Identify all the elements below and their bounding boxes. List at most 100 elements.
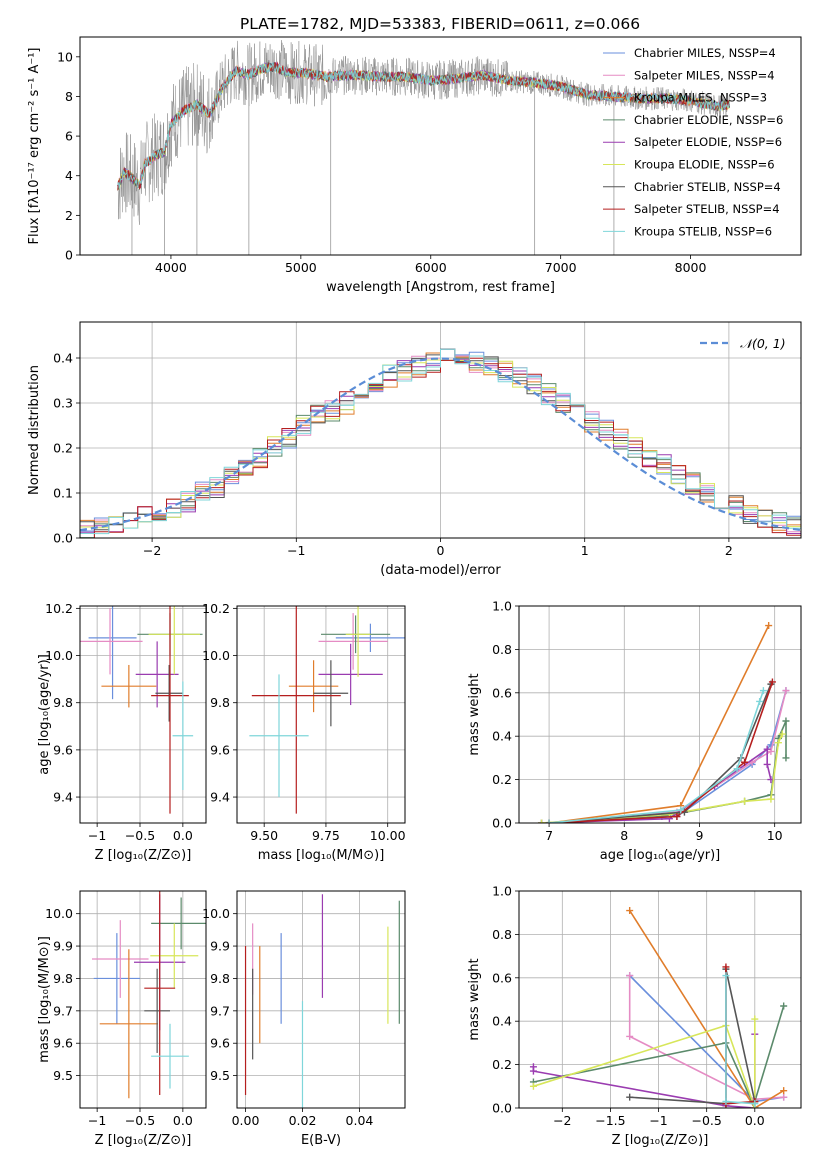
mass_vs_ebv-y-tick-label: 9.6 [210, 1036, 230, 1051]
spectrum-y-tick-label: 6 [65, 129, 73, 144]
spectrum-x-tick-label: 6000 [415, 260, 447, 275]
weight_vs_age-marker-5-2 [741, 797, 749, 805]
mass_vs_Z-frame [79, 890, 207, 1109]
weight_vs_age-marker-3-5 [782, 717, 790, 725]
weight_vs_Z-x-tick-label: 0.0 [745, 1113, 765, 1128]
weight_vs_age-x-tick-label: 9 [696, 828, 704, 843]
weight_vs_age-marker-7-3 [768, 678, 776, 686]
weight_vs_age-y-tick-label: 0.4 [492, 729, 512, 744]
weight_vs_age-marker-7-1 [673, 812, 681, 820]
mass_vs_Z-x-tick-label: 0.0 [173, 1113, 193, 1128]
weight_vs_age-series-2 [548, 625, 770, 823]
weight_vs_Z-marker-2-2 [780, 1087, 788, 1095]
mass_vs_Z-x-tick-label: −0.5 [125, 1113, 155, 1128]
weight_vs_age-x-tick-label: 7 [545, 828, 553, 843]
residuals-x-tick-label: −2 [143, 543, 161, 558]
weight_vs_Z-marker-8-0 [722, 972, 730, 980]
mass_vs_Z-y-tick-label: 9.6 [53, 1036, 73, 1051]
mass_vs_ebv-y-tick-label: 9.7 [210, 1003, 230, 1018]
weight_vs_age-series-5 [541, 733, 783, 823]
mass_vs_Z-plot-area [92, 891, 206, 1099]
residual-hist-8 [80, 348, 801, 538]
spectrum-legend-label-4: Salpeter ELODIE, NSSP=6 [634, 135, 782, 149]
age_vs_Z-y-tick-label: 10.2 [45, 601, 73, 616]
mass_vs_ebv-x-axis-label: E(B-V) [301, 1133, 341, 1148]
age_vs_mass-y-tick-label: 9.8 [210, 695, 230, 710]
age_vs_Z-x-tick-label: 0.0 [173, 828, 193, 843]
spectrum-x-tick-label: 4000 [155, 260, 187, 275]
age_vs_mass-frame [236, 605, 406, 824]
residuals-y-tick-label: 0.1 [53, 486, 73, 501]
residuals-x-axis-label: (data-model)/error [380, 563, 501, 578]
weight_vs_age-marker-8-2 [733, 765, 741, 773]
age_vs_Z-y-tick-label: 9.8 [53, 695, 73, 710]
age_vs_Z-y-tick-label: 10.0 [45, 648, 73, 663]
spectrum-legend-label-7: Salpeter STELIB, NSSP=4 [634, 202, 780, 216]
weight_vs_age-marker-1-3 [767, 747, 775, 755]
weight_vs_Z-y-tick-label: 0.2 [492, 1057, 512, 1072]
mass_vs_ebv-y-tick-label: 9.9 [210, 939, 230, 954]
weight_vs_Z-marker-1-3 [780, 1093, 788, 1101]
spectrum-x-tick-label: 5000 [285, 260, 317, 275]
weight_vs_age-marker-2-2 [765, 622, 773, 630]
weight_vs_age-marker-8-1 [677, 806, 685, 814]
age_vs_mass-y-tick-label: 10.0 [202, 648, 230, 663]
weight_vs_age-marker-3-6 [782, 754, 790, 762]
spectrum-y-axis-label: Flux [fλ10⁻¹⁷ erg cm⁻² s⁻¹ A⁻¹] [27, 48, 42, 245]
weight_vs_age-x-axis-label: age [log₁₀(age/yr)] [600, 848, 721, 863]
mass_vs_ebv-y-tick-label: 9.8 [210, 971, 230, 986]
weight_vs_Z-series-1 [628, 975, 784, 1101]
spectrum-x-axis-label: wavelength [Angstrom, rest frame] [326, 280, 555, 295]
weight_vs_Z-y-tick-label: 0.8 [492, 927, 512, 942]
weight_vs_Z-marker-2-0 [626, 907, 634, 915]
weight_vs_age-plot-area [538, 622, 790, 823]
weight_vs_Z-marker-4-1 [529, 1067, 537, 1075]
mass_vs_ebv-x-tick-label: 0.00 [232, 1113, 260, 1128]
residuals-plot-area [80, 348, 801, 538]
weight_vs_Z-series-2 [629, 910, 785, 1108]
weight_vs_age-marker-4-3 [763, 745, 771, 753]
residuals-y-axis-label: Normed distribution [27, 365, 42, 495]
weight_vs_age-marker-8-4 [759, 687, 767, 695]
weight_vs_age-marker-5-5 [778, 730, 786, 738]
weight_vs_Z-marker-6-0 [626, 1093, 634, 1101]
age_vs_Z-x-tick-label: −1 [88, 828, 106, 843]
weight_vs_Z-x-tick-label: −1 [649, 1113, 667, 1128]
mass_vs_ebv-x-tick-label: 0.02 [289, 1113, 317, 1128]
weight_vs_age-marker-5-0 [538, 819, 546, 823]
weight_vs_age-series-1 [549, 690, 787, 823]
age_vs_mass-x-tick-label: 9.75 [312, 828, 340, 843]
spectrum-y-tick-label: 8 [65, 89, 73, 104]
age_vs_Z-y-axis-label: age [log₁₀(age/yr)] [37, 654, 52, 775]
spectrum-y-tick-label: 10 [57, 49, 73, 64]
weight_vs_Z-frame [518, 890, 802, 1109]
age_vs_mass-y-tick-label: 10.2 [202, 601, 230, 616]
mass_vs_ebv-x-tick-label: 0.04 [346, 1113, 374, 1128]
age_vs_mass-x-axis-label: mass [log₁₀(M/M⊙)] [258, 848, 385, 863]
weight_vs_Z-x-tick-label: −0.5 [691, 1113, 721, 1128]
residuals-y-tick-label: 0.2 [53, 441, 73, 456]
weight_vs_Z-series-5 [533, 1019, 756, 1108]
mass_vs_Z-y-tick-label: 10.0 [45, 906, 73, 921]
legend-layer: Chabrier MILES, NSSP=4 Salpeter MILES, NS… [603, 46, 786, 351]
weight_vs_age-series-0 [549, 690, 787, 823]
mass_vs_Z-x-axis-label: Z [log₁₀(Z/Z⊙)] [95, 1133, 192, 1148]
spectrum-frame [79, 36, 802, 256]
weight_vs_age-y-tick-label: 0.2 [492, 772, 512, 787]
weight_vs_Z-marker-7-0 [722, 963, 730, 971]
age_vs_mass-y-tick-label: 9.4 [210, 790, 230, 805]
grid-layer [80, 322, 801, 1109]
weight_vs_Z-x-tick-label: −1.5 [595, 1113, 625, 1128]
age_vs_Z-x-axis-label: Z [log₁₀(Z/Z⊙)] [95, 848, 192, 863]
mass_vs_Z-x-tick-label: −1 [88, 1113, 106, 1128]
mass_vs_ebv-plot-area [244, 894, 400, 1108]
spectrum-y-tick-label: 4 [65, 168, 73, 183]
mass_vs_Z-y-tick-label: 9.7 [53, 1003, 73, 1018]
mass_vs_ebv-y-tick-label: 9.5 [210, 1068, 230, 1083]
weight_vs_age-y-axis-label: mass weight [467, 673, 482, 755]
weight_vs_Z-y-tick-label: 0.6 [492, 970, 512, 985]
spectrum-legend-label-3: Chabrier ELODIE, NSSP=6 [634, 113, 783, 127]
weight_vs_age-marker-5-4 [774, 739, 782, 747]
